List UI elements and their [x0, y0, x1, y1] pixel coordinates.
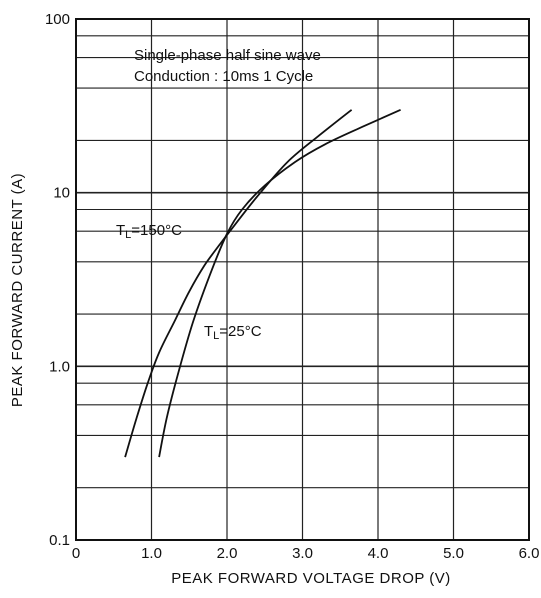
annotation-line-2: Conduction : 10ms 1 Cycle	[134, 68, 313, 85]
series-label-25-main: T	[204, 323, 213, 340]
x-tick-label: 6.0	[519, 545, 540, 562]
grid	[76, 19, 529, 540]
y-tick-labels: 0.1 1.0 10 100	[45, 11, 70, 549]
series-label-150-rest: =150°C	[131, 222, 182, 239]
x-tick-label: 1.0	[141, 545, 162, 562]
y-tick-label: 0.1	[49, 532, 70, 549]
series-label-150-main: T	[116, 222, 125, 239]
y-axis-label: PEAK FORWARD CURRENT (A)	[9, 173, 26, 407]
y-tick-label: 1.0	[49, 358, 70, 375]
series-label-25-sub: L	[213, 330, 219, 342]
plot-frame	[75, 18, 530, 541]
x-tick-label: 5.0	[443, 545, 464, 562]
x-tick-labels: 0 1.0 2.0 3.0 4.0 5.0 6.0	[72, 545, 540, 562]
x-axis-label: PEAK FORWARD VOLTAGE DROP (V)	[171, 570, 451, 587]
x-tick-label: 4.0	[368, 545, 389, 562]
series-label-150-sub: L	[125, 229, 131, 241]
annotation-line-1: Single-phase half sine wave	[134, 47, 321, 64]
series-label-25-rest: =25°C	[219, 323, 261, 340]
x-tick-label: 3.0	[292, 545, 313, 562]
series-line-25c	[158, 108, 401, 458]
series-label-25: TL=25°C	[204, 323, 262, 342]
curves	[124, 108, 401, 458]
series-line-150c	[124, 109, 353, 458]
y-tick-label: 10	[53, 185, 70, 202]
series-label-150: TL=150°C	[116, 222, 182, 241]
x-tick-label: 0	[72, 545, 80, 562]
y-tick-label: 100	[45, 11, 70, 28]
x-tick-label: 2.0	[217, 545, 238, 562]
